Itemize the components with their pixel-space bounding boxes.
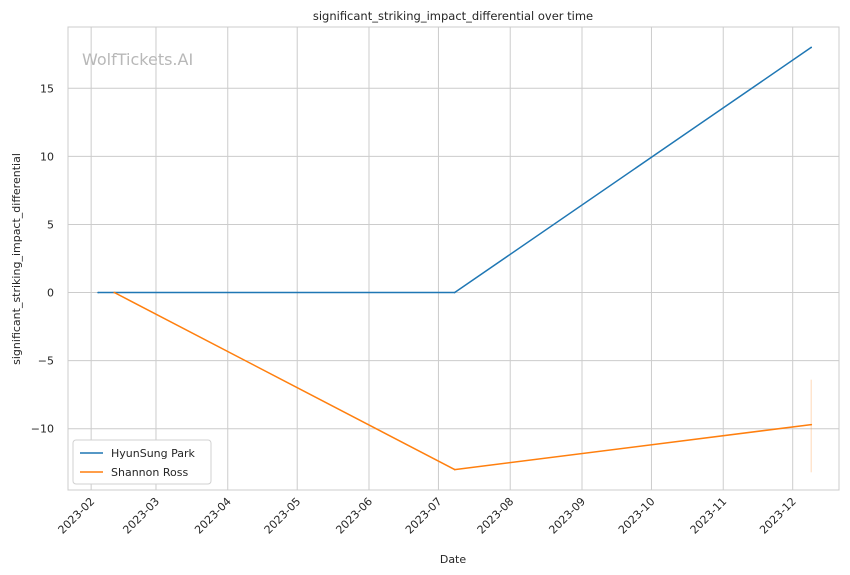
x-tick-label: 2023-04 bbox=[192, 495, 234, 537]
y-tick-label: 0 bbox=[47, 287, 54, 300]
x-tick-label: 2023-11 bbox=[688, 495, 730, 537]
y-tick-label: 10 bbox=[40, 150, 54, 163]
y-tick-label: −10 bbox=[31, 423, 54, 436]
grid-lines bbox=[68, 27, 839, 490]
chart-title: significant_striking_impact_differential… bbox=[313, 9, 593, 23]
data-point-shannon-ross bbox=[113, 291, 116, 294]
x-axis-label: Date bbox=[440, 553, 467, 566]
data-point-hyunsung-park bbox=[810, 46, 813, 49]
x-tick-label: 2023-12 bbox=[757, 495, 799, 537]
x-tick-label: 2023-02 bbox=[56, 495, 98, 537]
data-point-shannon-ross bbox=[453, 468, 456, 471]
data-point-shannon-ross bbox=[810, 423, 813, 426]
y-tick-label: 15 bbox=[40, 82, 54, 95]
watermark-text: WolfTickets.AI bbox=[82, 50, 193, 69]
x-tick-label: 2023-09 bbox=[546, 495, 588, 537]
x-tick-label: 2023-08 bbox=[475, 495, 517, 537]
x-tick-label: 2023-03 bbox=[120, 495, 162, 537]
legend-label-hyunsung-park: HyunSung Park bbox=[111, 447, 196, 460]
data-point-hyunsung-park bbox=[453, 291, 456, 294]
x-tick-label: 2023-06 bbox=[333, 495, 375, 537]
x-tick-label: 2023-07 bbox=[403, 495, 445, 537]
x-tick-label: 2023-10 bbox=[616, 495, 658, 537]
y-tick-label: −5 bbox=[38, 355, 54, 368]
y-tick-label: 5 bbox=[47, 218, 54, 231]
data-series bbox=[97, 46, 813, 473]
x-tick-label: 2023-05 bbox=[262, 495, 304, 537]
y-axis-label: significant_striking_impact_differential bbox=[10, 153, 23, 365]
data-point-hyunsung-park bbox=[97, 291, 99, 294]
plot-area bbox=[67, 26, 840, 491]
legend: HyunSung Park Shannon Ross bbox=[72, 439, 212, 485]
legend-box bbox=[72, 439, 212, 485]
legend-label-shannon-ross: Shannon Ross bbox=[111, 466, 188, 479]
